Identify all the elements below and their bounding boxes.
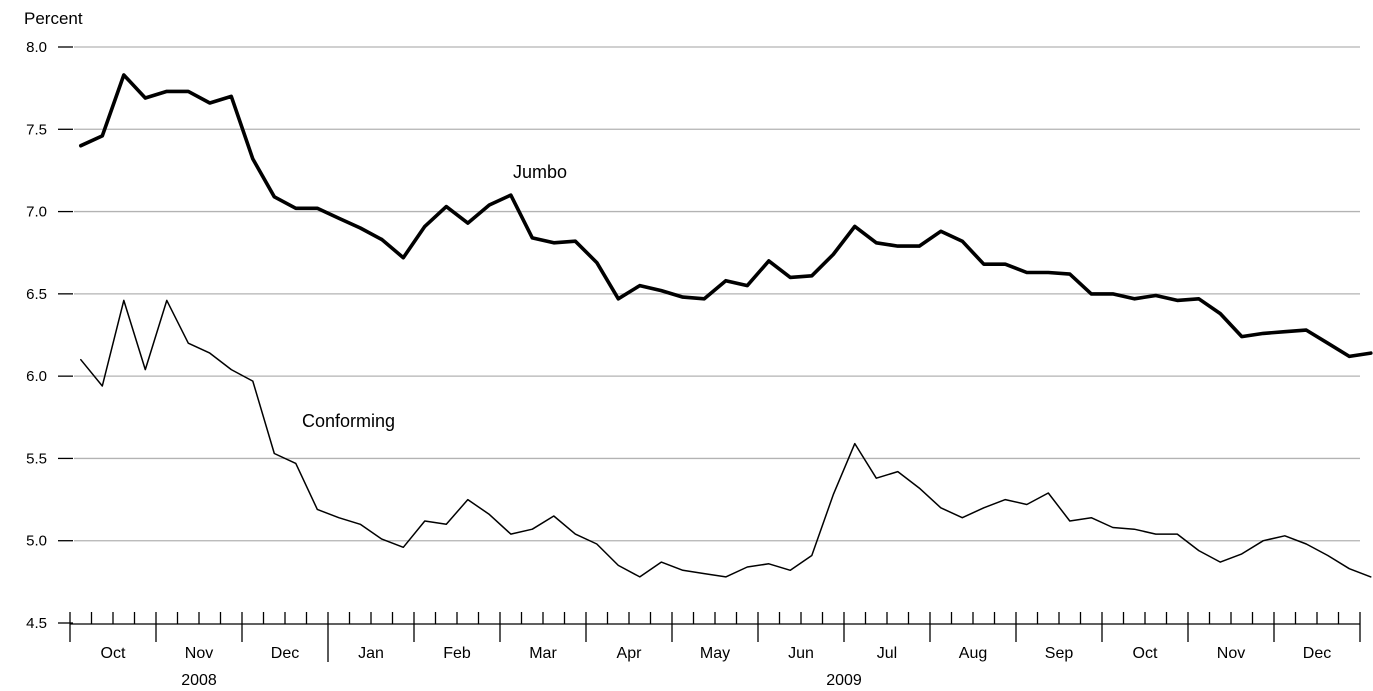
series-line-conforming xyxy=(80,299,1372,578)
month-label: Feb xyxy=(443,645,471,662)
month-label: May xyxy=(700,645,730,662)
month-label: Jan xyxy=(358,645,384,662)
month-label: Dec xyxy=(1303,645,1331,662)
series-label-jumbo: Jumbo xyxy=(513,162,567,182)
month-label: Mar xyxy=(529,645,557,662)
month-label: Nov xyxy=(1217,645,1245,662)
y-tick-label: 5.0 xyxy=(26,533,47,550)
year-label: 2008 xyxy=(181,672,217,689)
month-label: Nov xyxy=(185,645,213,662)
year-label: 2009 xyxy=(826,672,862,689)
series-lines xyxy=(79,73,1373,578)
month-label: Jul xyxy=(877,645,897,662)
month-label: Apr xyxy=(617,645,643,662)
y-axis-label: Percent xyxy=(24,9,83,28)
month-label: Aug xyxy=(959,645,987,662)
month-label: Oct xyxy=(1133,645,1158,662)
gridlines xyxy=(74,46,1360,542)
y-tick-label: 5.5 xyxy=(26,450,47,467)
month-label: Oct xyxy=(101,645,126,662)
y-tick-label: 6.5 xyxy=(26,286,47,303)
y-tick-label: 4.5 xyxy=(26,615,47,632)
y-tick-label: 7.0 xyxy=(26,204,47,221)
month-label: Sep xyxy=(1045,645,1074,662)
month-label: Jun xyxy=(788,645,814,662)
series-label-conforming: Conforming xyxy=(302,411,395,431)
y-axis: 4.5 5.0 5.5 6.0 6.5 7.0 7.5 8.0 xyxy=(26,39,73,632)
x-axis: Oct Nov Dec Jan Feb Mar Apr May Jun Jul Aug Sep Oct N… xyxy=(69,612,1361,689)
y-tick-label: 6.0 xyxy=(26,368,47,385)
y-tick-label: 7.5 xyxy=(26,121,47,138)
series-line-jumbo xyxy=(79,73,1373,359)
y-tick-label: 8.0 xyxy=(26,39,47,56)
month-label: Dec xyxy=(271,645,299,662)
